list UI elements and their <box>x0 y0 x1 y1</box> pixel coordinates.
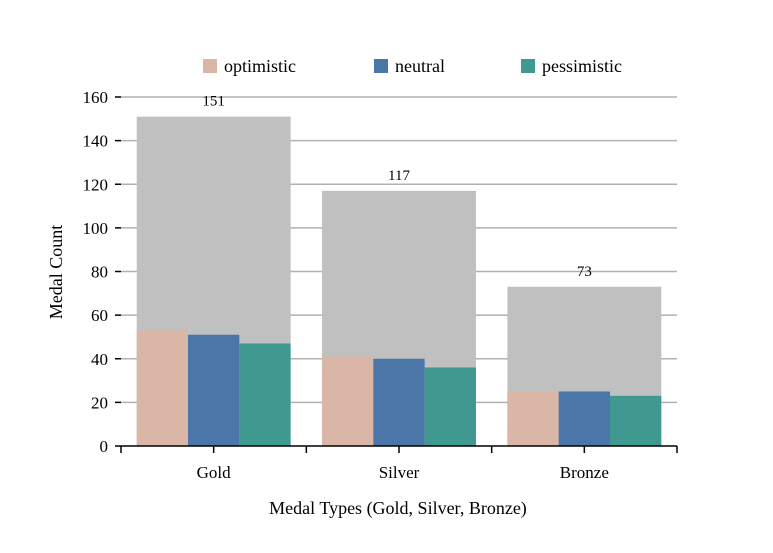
bar-neutral <box>188 334 240 446</box>
y-axis-title: Medal Count <box>46 225 66 320</box>
y-tick-label: 160 <box>83 88 109 107</box>
y-tick-label: 20 <box>91 393 108 412</box>
legend-swatch-neutral <box>374 59 388 73</box>
x-tick-label: Bronze <box>560 463 609 482</box>
bar-optimistic <box>507 391 559 446</box>
y-tick-label: 60 <box>91 306 108 325</box>
bar-pessimistic <box>239 343 291 446</box>
y-tick-label: 100 <box>83 219 109 238</box>
bar-pessimistic <box>609 395 662 446</box>
y-tick-label: 140 <box>83 132 109 151</box>
legend-swatch-pessimistic <box>521 59 535 73</box>
x-tick-label: Silver <box>379 463 420 482</box>
series-bars <box>136 330 662 446</box>
bar-optimistic <box>136 330 189 446</box>
bar-neutral <box>373 358 425 446</box>
bar-optimistic <box>322 356 374 446</box>
y-tick-label: 40 <box>91 350 108 369</box>
bar-neutral <box>558 391 610 446</box>
legend-swatch-optimistic <box>203 59 217 73</box>
axes: 0 20 40 60 80 100 120 140 160 Gold Silver Bronze <box>83 88 678 482</box>
legend: optimistic neutral pessimistic <box>203 56 622 76</box>
y-tick-label: 0 <box>100 437 109 456</box>
x-axis-title: Medal Types (Gold, Silver, Bronze) <box>269 498 527 519</box>
total-value-label: 117 <box>388 168 410 184</box>
legend-label: pessimistic <box>542 56 622 76</box>
bar-pessimistic <box>424 367 476 446</box>
total-value-label: 73 <box>577 264 592 280</box>
legend-label: neutral <box>395 56 445 76</box>
y-tick-label: 80 <box>91 263 108 282</box>
x-tick-label: Gold <box>197 463 232 482</box>
total-value-label: 151 <box>202 94 225 110</box>
legend-label: optimistic <box>224 56 296 76</box>
y-tick-label: 120 <box>83 175 109 194</box>
